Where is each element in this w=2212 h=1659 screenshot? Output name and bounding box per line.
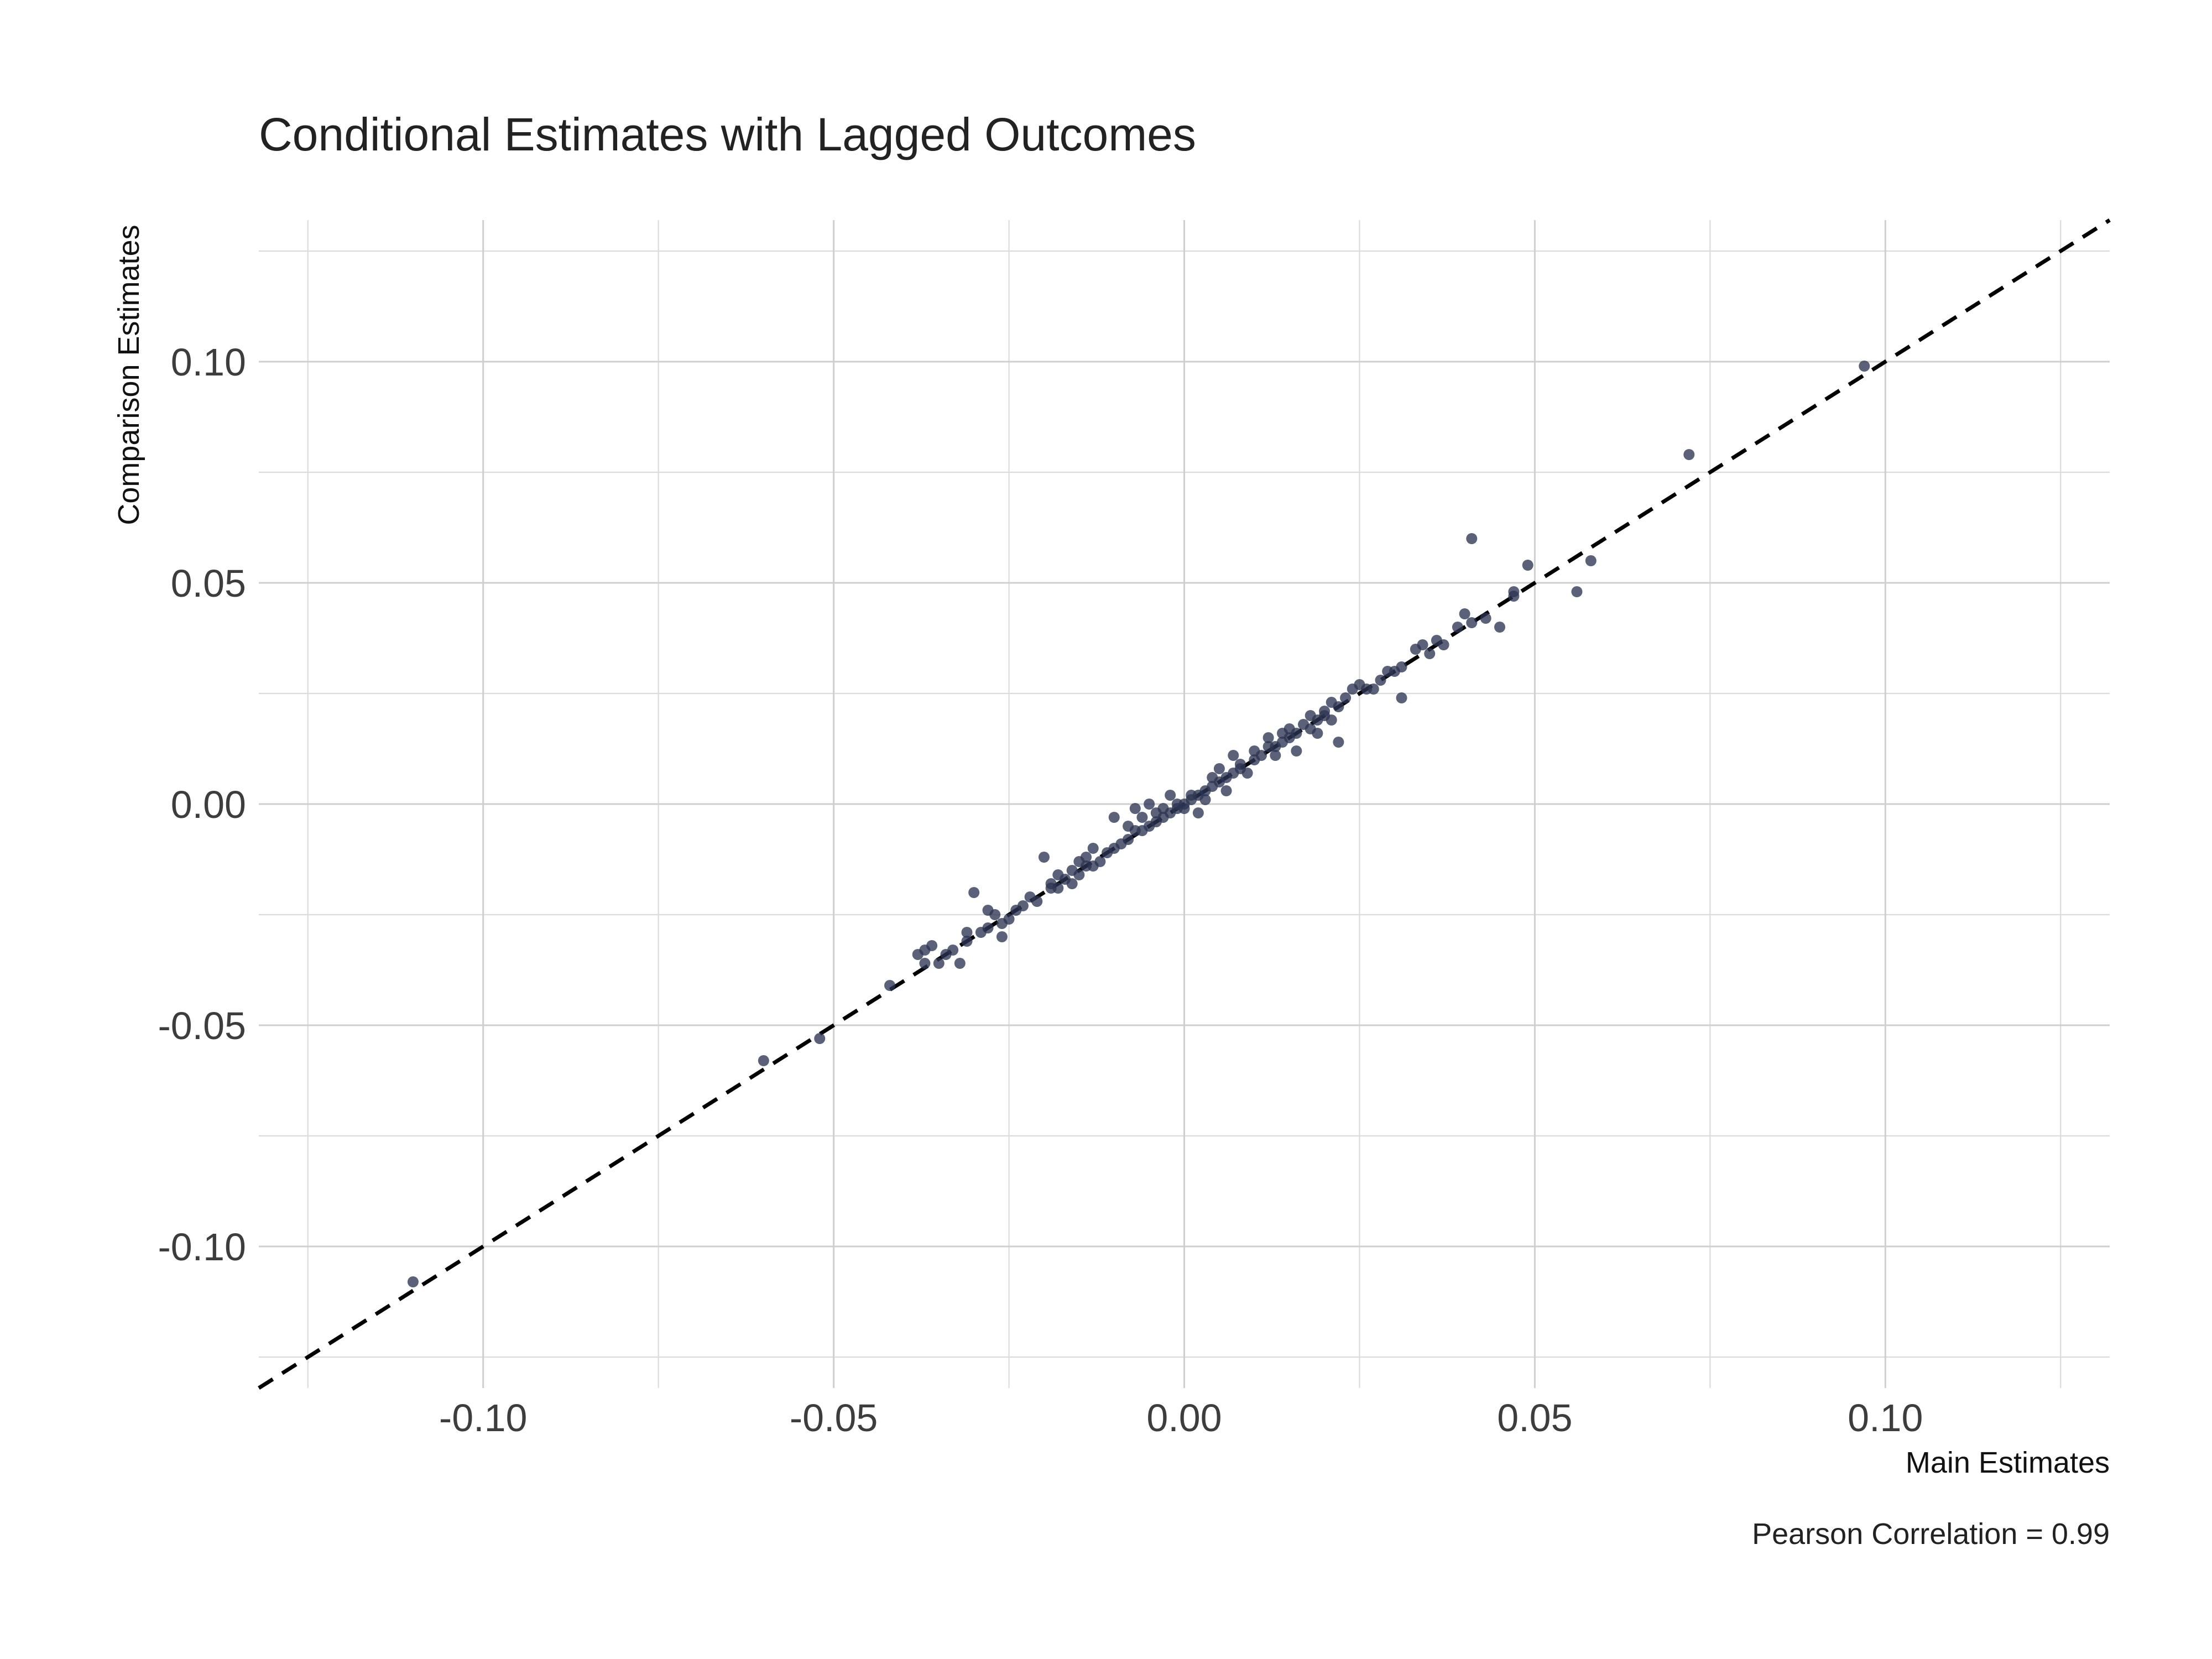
data-point xyxy=(1094,856,1106,867)
data-point xyxy=(961,936,973,947)
y-tick-label: 0.00 xyxy=(171,783,246,826)
data-point xyxy=(1017,900,1029,911)
tick-labels-layer: -0.10 -0.05 0.00 0.05 0.10 -0.10 -0.05 0.00 0.05… xyxy=(158,341,1923,1439)
data-point xyxy=(1241,768,1253,779)
y-tick-label: 0.10 xyxy=(171,341,246,384)
data-point xyxy=(1052,883,1064,894)
data-point xyxy=(1165,790,1176,801)
y-axis-label: Comparison Estimates xyxy=(112,225,145,525)
caption-pearson-correlation: Pearson Correlation = 0.99 xyxy=(1752,1517,2110,1551)
data-point xyxy=(926,940,938,951)
data-point xyxy=(1003,914,1015,925)
data-point xyxy=(1396,661,1407,672)
data-point xyxy=(1333,737,1344,748)
y-tick-label: -0.05 xyxy=(158,1004,246,1047)
data-point xyxy=(1459,608,1470,619)
data-point xyxy=(1340,692,1352,703)
data-point xyxy=(1192,807,1204,818)
data-point xyxy=(1213,763,1225,774)
data-point xyxy=(1066,878,1078,889)
x-tick-label: 0.05 xyxy=(1497,1396,1572,1439)
grid-layer xyxy=(259,220,2110,1388)
data-point xyxy=(919,958,931,969)
data-point xyxy=(1417,639,1428,650)
data-point xyxy=(947,945,959,956)
data-point xyxy=(1683,449,1695,460)
chart-title: Conditional Estimates with Lagged Outcom… xyxy=(259,108,1196,160)
points-layer xyxy=(407,361,1870,1287)
data-point xyxy=(1038,852,1050,863)
data-point xyxy=(1396,692,1407,703)
data-point xyxy=(758,1055,769,1066)
data-point xyxy=(1571,586,1583,597)
data-point xyxy=(814,1033,826,1044)
x-axis-label: Main Estimates xyxy=(1906,1446,2110,1479)
data-point xyxy=(968,887,980,898)
data-point xyxy=(1424,648,1436,659)
data-point xyxy=(1199,794,1211,805)
data-point xyxy=(1031,896,1043,907)
data-point xyxy=(1368,684,1379,695)
y-tick-label: 0.05 xyxy=(171,562,246,605)
data-point xyxy=(1375,675,1386,686)
data-point xyxy=(1466,533,1478,544)
data-point xyxy=(1585,555,1597,566)
data-point xyxy=(982,922,994,933)
data-point xyxy=(1262,732,1274,743)
data-point xyxy=(1522,560,1533,571)
data-point xyxy=(1438,639,1449,650)
data-point xyxy=(961,927,973,938)
x-tick-label: 0.10 xyxy=(1848,1396,1923,1439)
data-point xyxy=(1081,852,1092,863)
data-point xyxy=(1129,803,1141,814)
data-point xyxy=(1220,785,1232,796)
x-tick-label: -0.10 xyxy=(439,1396,528,1439)
data-point xyxy=(1291,745,1302,757)
data-point xyxy=(1255,750,1267,761)
data-point xyxy=(407,1276,419,1287)
data-point xyxy=(1326,714,1337,726)
data-point xyxy=(954,958,966,969)
data-point xyxy=(1494,622,1506,633)
data-point xyxy=(996,931,1008,942)
x-tick-label: 0.00 xyxy=(1146,1396,1222,1439)
data-point xyxy=(1508,586,1520,597)
data-point xyxy=(1291,728,1302,739)
data-point xyxy=(1333,701,1344,712)
data-point xyxy=(1108,812,1120,823)
data-point xyxy=(933,958,945,969)
data-point xyxy=(1073,869,1085,880)
data-point xyxy=(1144,799,1155,810)
data-point xyxy=(1312,728,1323,739)
data-point xyxy=(1466,617,1478,628)
data-point xyxy=(1859,361,1870,372)
x-tick-label: -0.05 xyxy=(790,1396,878,1439)
data-point xyxy=(1228,750,1239,761)
data-point xyxy=(1123,834,1134,845)
data-point xyxy=(989,909,1001,920)
data-point xyxy=(1270,750,1281,761)
y-tick-label: -0.10 xyxy=(158,1225,246,1269)
data-point xyxy=(1452,622,1463,633)
data-point xyxy=(1136,812,1148,823)
data-point xyxy=(1087,843,1099,854)
data-point xyxy=(884,980,896,991)
data-point xyxy=(1178,803,1190,814)
data-point xyxy=(1480,613,1491,624)
